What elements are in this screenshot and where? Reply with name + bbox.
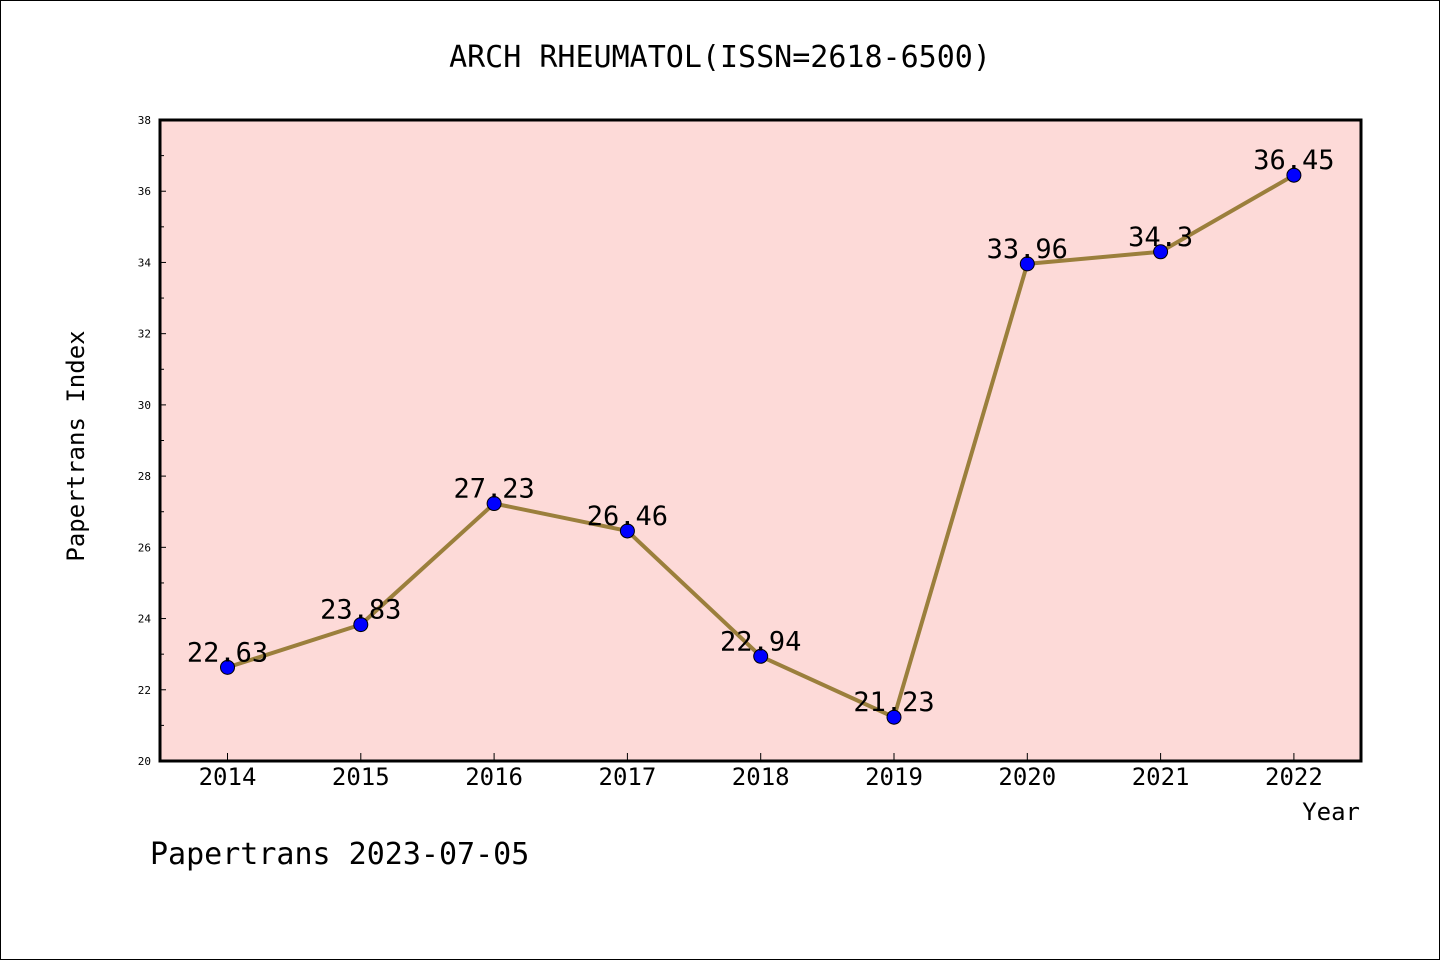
data-label: 23.83 xyxy=(320,595,401,626)
data-markers xyxy=(220,167,1302,725)
x-tick-label: 2020 xyxy=(998,763,1056,791)
data-point xyxy=(619,523,635,539)
y-tick-label: 26 xyxy=(138,541,151,554)
data-label: 36.45 xyxy=(1253,145,1334,176)
data-point xyxy=(220,659,235,675)
data-label: 34.3 xyxy=(1128,222,1193,253)
y-tick-label: 34 xyxy=(138,256,152,269)
data-label: 26.46 xyxy=(587,501,668,532)
y-axis: 20 22 24 26 28 30 32 34 36 38 xyxy=(138,114,166,768)
x-tick-label: 2022 xyxy=(1265,763,1323,791)
x-tick-label: 2021 xyxy=(1132,763,1190,791)
data-labels: 22.63 23.83 27.23 26.46 22.94 21.23 33.96 34.3 3… xyxy=(187,145,1335,718)
x-axis: 2014 2015 2016 2017 2018 2019 2020 2021 2022 xyxy=(199,753,1323,791)
y-tick-label: 36 xyxy=(138,185,151,198)
y-tick-label: 22 xyxy=(138,684,151,697)
data-point xyxy=(1286,167,1302,183)
data-point xyxy=(753,648,769,664)
x-tick-label: 2017 xyxy=(599,763,657,791)
data-point xyxy=(886,709,902,725)
y-tick-label: 30 xyxy=(138,399,151,412)
y-tick-label: 32 xyxy=(138,328,151,341)
data-label: 27.23 xyxy=(453,474,534,505)
x-tick-label: 2015 xyxy=(332,763,390,791)
footer-caption: Papertrans 2023-07-05 xyxy=(150,837,529,872)
data-point xyxy=(353,617,369,633)
y-tick-label: 28 xyxy=(138,470,151,483)
y-tick-label: 24 xyxy=(138,613,152,626)
data-label: 21.23 xyxy=(853,687,934,718)
x-tick-label: 2014 xyxy=(199,763,257,791)
y-tick-label: 20 xyxy=(138,755,151,768)
y-axis-label: Papertrans Index xyxy=(62,330,90,561)
data-point xyxy=(1019,256,1035,272)
data-point xyxy=(486,496,502,512)
x-axis-label: Year xyxy=(1302,798,1360,826)
x-tick-label: 2019 xyxy=(865,763,923,791)
chart-title: ARCH RHEUMATOL(ISSN=2618-6500) xyxy=(449,40,991,75)
data-label: 22.94 xyxy=(720,626,801,657)
y-tick-label: 38 xyxy=(138,114,151,127)
x-tick-label: 2016 xyxy=(465,763,523,791)
x-tick-label: 2018 xyxy=(732,763,790,791)
data-label: 22.63 xyxy=(187,637,268,668)
plot-area xyxy=(158,118,1363,763)
data-label: 33.96 xyxy=(987,234,1068,265)
data-point xyxy=(1153,244,1169,260)
